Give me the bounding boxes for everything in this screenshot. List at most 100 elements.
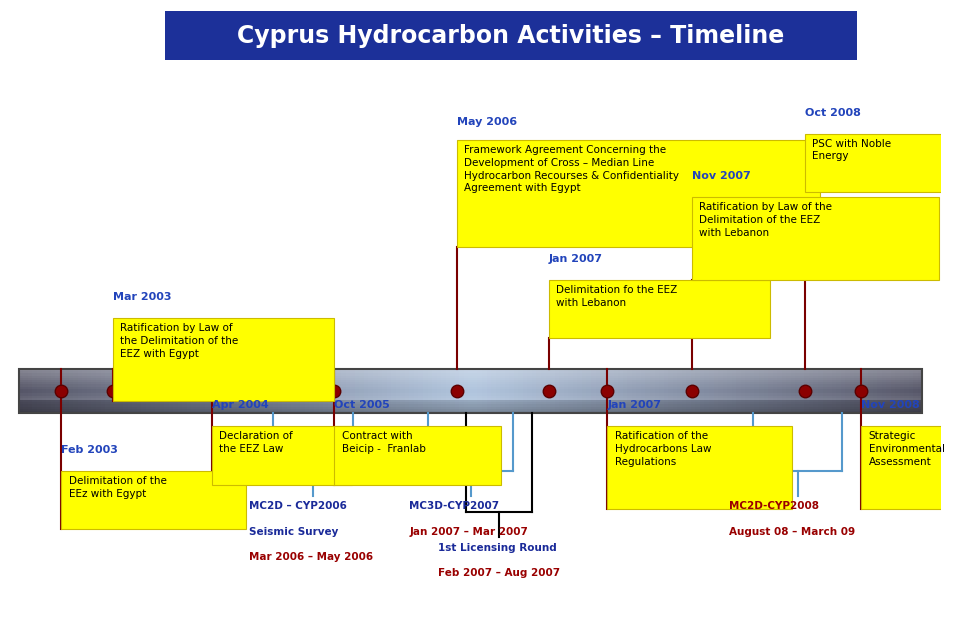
Bar xyxy=(605,369,610,413)
Bar xyxy=(886,369,891,413)
Bar xyxy=(409,369,414,413)
Bar xyxy=(568,369,573,413)
Bar xyxy=(550,369,555,413)
Bar xyxy=(495,369,500,413)
Bar xyxy=(201,369,205,413)
Text: Oct 2008: Oct 2008 xyxy=(804,107,861,118)
Bar xyxy=(709,369,713,413)
Text: Ratification by Law of
the Delimitation of the
EEZ with Egypt: Ratification by Law of the Delimitation … xyxy=(121,323,239,359)
Bar xyxy=(128,369,132,413)
Text: Ratification of the
Hydrocarbons Law
Regulations: Ratification of the Hydrocarbons Law Reg… xyxy=(614,431,711,467)
Bar xyxy=(251,369,255,413)
Bar xyxy=(132,369,137,413)
Bar xyxy=(509,369,514,413)
Text: Oct 2005: Oct 2005 xyxy=(334,400,390,410)
Bar xyxy=(786,369,791,413)
Bar xyxy=(487,369,492,413)
Bar xyxy=(682,369,686,413)
Text: Cyprus Hydrocarbon Activities – Timeline: Cyprus Hydrocarbon Activities – Timeline xyxy=(236,24,783,48)
Bar xyxy=(164,369,169,413)
Bar xyxy=(19,400,923,403)
Bar xyxy=(19,378,923,380)
Bar xyxy=(382,369,387,413)
Bar xyxy=(795,369,800,413)
Bar xyxy=(655,369,660,413)
Bar xyxy=(768,369,773,413)
Bar xyxy=(191,369,196,413)
Text: Jan 2007: Jan 2007 xyxy=(549,254,603,264)
Bar xyxy=(405,369,409,413)
Bar xyxy=(237,369,241,413)
Bar xyxy=(723,369,728,413)
Bar xyxy=(377,369,382,413)
Bar xyxy=(205,369,209,413)
Bar xyxy=(332,369,337,413)
Bar xyxy=(518,369,523,413)
Bar xyxy=(355,369,359,413)
Bar xyxy=(114,369,119,413)
Bar xyxy=(859,369,863,413)
Bar xyxy=(610,369,613,413)
Bar xyxy=(818,369,823,413)
Bar xyxy=(691,369,695,413)
Bar xyxy=(19,409,923,411)
Bar xyxy=(214,369,219,413)
Bar xyxy=(19,382,923,384)
Bar xyxy=(119,369,123,413)
Bar xyxy=(500,369,505,413)
Bar xyxy=(241,369,246,413)
Bar xyxy=(773,369,778,413)
Bar xyxy=(836,369,841,413)
Bar xyxy=(41,369,46,413)
Bar xyxy=(223,369,228,413)
Bar xyxy=(101,369,105,413)
Text: MC2D-CYP2008: MC2D-CYP2008 xyxy=(730,501,820,511)
Bar xyxy=(19,369,23,413)
Text: August 08 – March 09: August 08 – March 09 xyxy=(730,527,855,537)
Bar xyxy=(537,369,541,413)
Bar xyxy=(686,369,691,413)
Bar xyxy=(804,134,945,192)
Bar xyxy=(607,426,792,509)
Bar xyxy=(23,369,28,413)
Bar xyxy=(841,369,845,413)
Bar xyxy=(373,369,377,413)
Bar xyxy=(391,369,396,413)
Bar xyxy=(87,369,91,413)
Bar xyxy=(341,369,346,413)
Bar xyxy=(232,369,237,413)
Bar xyxy=(19,389,923,391)
Bar xyxy=(141,369,146,413)
Bar xyxy=(346,369,350,413)
Bar xyxy=(19,373,923,375)
Bar xyxy=(123,369,128,413)
Bar xyxy=(61,471,246,529)
Bar xyxy=(212,426,352,485)
Bar xyxy=(861,426,960,509)
Bar xyxy=(573,369,577,413)
Bar xyxy=(477,369,482,413)
Bar xyxy=(750,369,755,413)
Bar xyxy=(364,369,369,413)
Bar xyxy=(282,369,287,413)
Bar xyxy=(464,369,468,413)
Bar xyxy=(60,369,64,413)
Bar xyxy=(741,369,745,413)
Bar xyxy=(178,369,182,413)
Bar xyxy=(492,369,495,413)
Bar xyxy=(778,369,781,413)
Bar xyxy=(763,369,768,413)
Text: Declaration of
the EEZ Law: Declaration of the EEZ Law xyxy=(219,431,293,454)
Bar xyxy=(636,369,641,413)
Bar xyxy=(324,369,327,413)
Bar xyxy=(387,369,391,413)
Bar xyxy=(109,369,114,413)
Text: Nov 2008: Nov 2008 xyxy=(861,400,920,410)
Bar xyxy=(51,369,55,413)
Bar xyxy=(300,369,305,413)
Bar xyxy=(37,369,41,413)
Bar xyxy=(350,369,355,413)
Text: Mar 2003: Mar 2003 xyxy=(113,292,172,302)
Bar xyxy=(28,369,33,413)
Bar xyxy=(673,369,677,413)
